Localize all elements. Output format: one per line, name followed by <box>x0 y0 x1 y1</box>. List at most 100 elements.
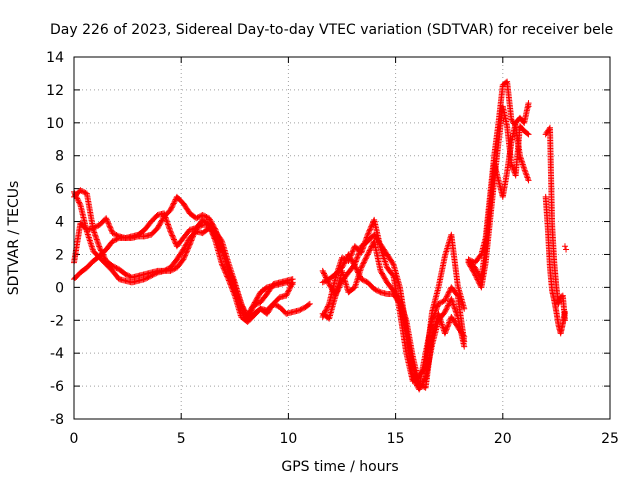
data-point <box>351 261 358 268</box>
y-tick-label: 12 <box>46 83 64 99</box>
data-point <box>218 243 225 250</box>
data-point <box>366 248 373 255</box>
data-point <box>444 303 451 310</box>
data-point <box>167 228 174 235</box>
data-point <box>438 299 445 306</box>
data-point <box>197 213 204 220</box>
data-point <box>101 254 108 261</box>
data-point <box>362 256 369 263</box>
data-point <box>525 131 532 138</box>
data-point <box>360 277 367 284</box>
data-point <box>521 165 528 172</box>
data-point <box>195 213 202 220</box>
data-point <box>561 243 568 250</box>
data-point <box>364 231 371 238</box>
data-point <box>103 215 110 222</box>
data-point <box>342 258 349 265</box>
data-point <box>381 274 388 281</box>
y-tick-label: 8 <box>55 149 64 165</box>
data-point <box>298 306 305 313</box>
data-point <box>429 315 436 322</box>
data-point <box>101 255 108 262</box>
data-point <box>185 245 192 252</box>
data-point <box>347 255 354 262</box>
y-tick-label: -2 <box>50 313 64 329</box>
data-point <box>444 323 451 330</box>
data-point <box>107 226 114 233</box>
data-point <box>320 270 327 277</box>
data-point <box>442 329 449 336</box>
data-point <box>190 231 197 238</box>
data-point <box>475 279 482 286</box>
data-point <box>251 299 258 306</box>
data-point <box>306 300 313 307</box>
data-point <box>253 296 260 303</box>
data-point <box>474 268 481 275</box>
data-point <box>112 236 119 243</box>
data-point <box>283 291 290 298</box>
data-point <box>349 259 356 266</box>
data-point <box>188 237 195 244</box>
data-point <box>112 264 119 271</box>
data-point <box>170 201 177 208</box>
data-point <box>320 278 327 285</box>
data-point <box>219 262 226 269</box>
data-point <box>365 230 372 237</box>
data-point <box>352 264 359 271</box>
data-point <box>339 263 346 270</box>
data-point <box>171 237 178 244</box>
y-tick-label: -8 <box>50 412 64 428</box>
data-point <box>168 229 175 236</box>
data-point <box>156 221 163 228</box>
data-point <box>169 232 176 239</box>
data-point <box>182 252 189 259</box>
y-tick-label: 14 <box>46 50 64 66</box>
data-point <box>326 282 333 289</box>
data-point <box>240 310 247 317</box>
data-point <box>210 231 217 238</box>
y-tick-label: 6 <box>55 182 64 198</box>
data-point <box>200 212 207 219</box>
data-point <box>76 200 83 207</box>
data-point <box>361 258 368 265</box>
data-point <box>169 203 176 210</box>
data-point <box>441 309 448 316</box>
data-point <box>328 284 335 291</box>
data-point <box>238 309 245 316</box>
data-point <box>362 255 369 262</box>
data-point <box>208 227 215 234</box>
x-tick-label: 25 <box>601 431 619 447</box>
data-point <box>389 260 396 267</box>
data-point <box>471 264 478 271</box>
data-point <box>158 218 165 225</box>
data-point <box>366 227 373 234</box>
data-point <box>99 250 106 257</box>
data-point <box>373 287 380 294</box>
data-point <box>524 175 531 182</box>
data-point <box>250 302 257 309</box>
data-point <box>209 229 216 236</box>
data-point <box>434 303 441 310</box>
data-point <box>339 254 345 261</box>
data-point <box>75 198 82 205</box>
data-point <box>192 227 199 234</box>
data-point <box>445 322 452 329</box>
data-point <box>341 259 348 266</box>
data-point <box>367 246 374 253</box>
data-point <box>443 305 450 312</box>
data-point <box>171 197 178 204</box>
data-point <box>112 231 119 238</box>
data-point <box>435 300 442 307</box>
data-point <box>98 248 105 255</box>
data-point <box>322 307 329 314</box>
data-point <box>379 271 386 278</box>
data-point <box>109 238 116 245</box>
data-point <box>371 286 378 293</box>
data-point <box>108 227 115 234</box>
data-point <box>380 273 387 280</box>
data-point <box>74 196 81 203</box>
data-point <box>366 247 373 254</box>
data-point <box>523 173 530 180</box>
data-point <box>359 276 366 283</box>
